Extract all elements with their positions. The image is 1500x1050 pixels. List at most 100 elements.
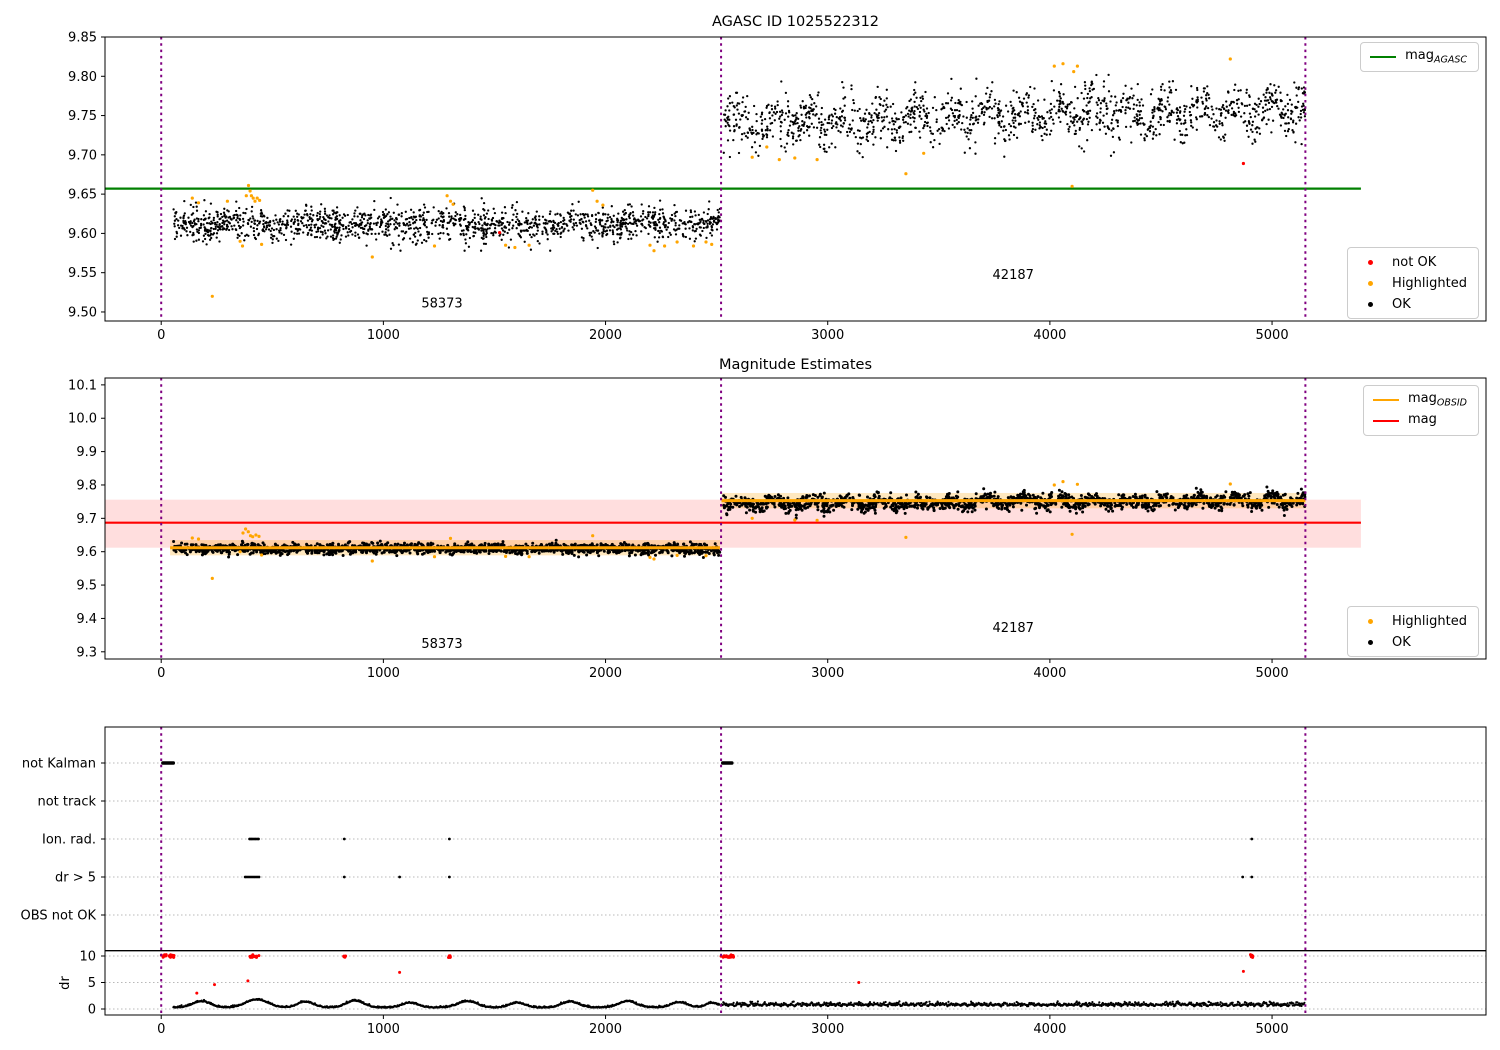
point bbox=[1080, 147, 1083, 150]
point bbox=[1269, 98, 1272, 101]
point bbox=[1026, 109, 1030, 112]
point bbox=[572, 222, 575, 225]
point bbox=[590, 223, 593, 227]
point bbox=[313, 235, 317, 239]
point bbox=[880, 116, 883, 119]
point bbox=[908, 109, 911, 112]
point bbox=[569, 215, 572, 219]
point bbox=[936, 129, 939, 132]
point bbox=[1170, 91, 1173, 94]
point bbox=[549, 549, 553, 553]
point bbox=[310, 229, 314, 232]
point bbox=[251, 196, 255, 200]
point bbox=[954, 101, 957, 105]
point bbox=[974, 116, 977, 119]
point bbox=[862, 117, 865, 120]
point bbox=[663, 244, 667, 248]
point bbox=[734, 118, 738, 121]
point bbox=[378, 539, 382, 543]
point bbox=[395, 217, 398, 220]
point bbox=[1105, 112, 1108, 115]
point bbox=[1101, 121, 1105, 124]
point bbox=[799, 106, 803, 109]
point bbox=[265, 221, 268, 224]
point bbox=[693, 230, 696, 233]
point bbox=[1023, 111, 1027, 114]
point bbox=[477, 227, 480, 230]
y-tick-label: 9.80 bbox=[68, 70, 97, 85]
point bbox=[776, 103, 779, 107]
point bbox=[652, 227, 656, 230]
point bbox=[259, 209, 263, 212]
point bbox=[597, 554, 601, 558]
point bbox=[902, 115, 906, 119]
point bbox=[1245, 129, 1249, 133]
point bbox=[1073, 116, 1076, 119]
point bbox=[873, 111, 876, 115]
point bbox=[626, 229, 629, 232]
point bbox=[1270, 100, 1274, 103]
point bbox=[997, 132, 1000, 135]
point bbox=[837, 129, 840, 133]
point bbox=[412, 215, 415, 218]
point bbox=[417, 548, 421, 552]
point bbox=[422, 551, 426, 555]
point bbox=[843, 116, 846, 119]
point bbox=[488, 227, 491, 230]
point bbox=[1226, 110, 1230, 113]
point bbox=[953, 119, 956, 123]
point bbox=[919, 106, 922, 109]
point bbox=[761, 137, 764, 141]
point bbox=[516, 212, 519, 216]
point bbox=[673, 203, 676, 207]
point bbox=[185, 226, 189, 229]
point bbox=[418, 218, 422, 221]
point bbox=[370, 255, 374, 259]
point bbox=[674, 233, 678, 236]
point bbox=[616, 241, 619, 244]
point bbox=[490, 218, 494, 221]
point bbox=[1257, 97, 1260, 100]
point bbox=[1140, 98, 1143, 101]
point bbox=[395, 554, 399, 558]
point bbox=[399, 249, 402, 252]
point bbox=[420, 241, 424, 244]
point bbox=[446, 543, 450, 547]
point bbox=[882, 104, 885, 107]
point bbox=[191, 543, 195, 547]
point bbox=[881, 120, 884, 123]
point bbox=[242, 211, 245, 215]
point bbox=[786, 131, 790, 134]
point bbox=[247, 234, 250, 237]
point bbox=[807, 126, 811, 129]
point bbox=[1179, 110, 1182, 113]
point bbox=[323, 217, 326, 220]
point bbox=[352, 222, 356, 225]
point bbox=[693, 222, 696, 226]
point bbox=[1185, 105, 1188, 108]
point bbox=[354, 234, 357, 237]
point bbox=[306, 233, 309, 236]
point bbox=[965, 135, 968, 138]
point bbox=[371, 550, 375, 554]
point bbox=[832, 107, 836, 111]
point bbox=[1146, 509, 1150, 513]
point bbox=[1124, 125, 1128, 129]
point bbox=[1217, 136, 1221, 139]
point bbox=[478, 550, 482, 554]
point bbox=[1006, 110, 1010, 113]
point bbox=[466, 549, 470, 553]
point bbox=[717, 553, 721, 557]
point bbox=[225, 215, 228, 218]
point bbox=[1062, 93, 1065, 96]
point bbox=[970, 113, 973, 117]
point bbox=[825, 150, 828, 154]
point bbox=[612, 214, 615, 217]
point bbox=[197, 217, 200, 221]
point bbox=[675, 548, 679, 552]
point bbox=[318, 212, 321, 216]
point bbox=[278, 229, 281, 232]
point bbox=[536, 229, 539, 232]
point bbox=[544, 221, 547, 225]
point bbox=[283, 223, 286, 226]
